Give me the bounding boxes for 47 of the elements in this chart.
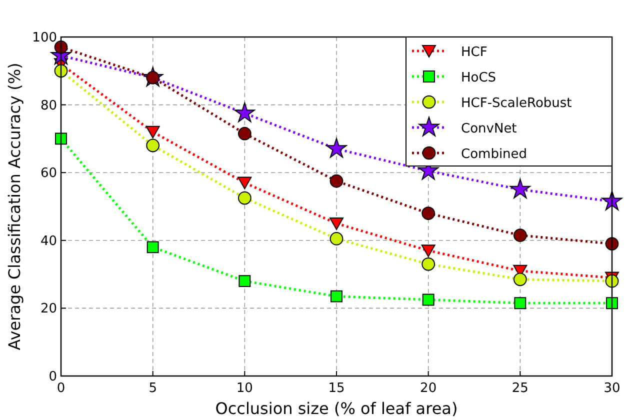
point: [605, 237, 619, 250]
point: [238, 126, 252, 140]
point: [146, 138, 160, 152]
point: [513, 228, 527, 242]
point: [510, 178, 530, 198]
point: [238, 191, 252, 205]
y-axis-title: Average Classification Accuracy (%): [5, 62, 24, 350]
point: [54, 40, 68, 54]
point: [330, 217, 344, 230]
y-tick-label: 20: [40, 302, 57, 317]
y-tick-label: 60: [40, 166, 57, 182]
point: [326, 138, 347, 158]
point: [606, 297, 618, 310]
point: [55, 132, 67, 145]
x-tick-label: 10: [236, 381, 253, 396]
point: [605, 274, 619, 288]
point: [514, 297, 526, 310]
point: [422, 206, 436, 220]
point: [330, 290, 342, 302]
point: [146, 241, 159, 254]
point: [421, 244, 436, 258]
point: [513, 272, 527, 286]
point: [238, 275, 251, 288]
x-tick-label: 30: [604, 381, 620, 396]
legend-label: HCF-ScaleRobust: [461, 96, 572, 111]
point: [54, 64, 68, 78]
point: [422, 257, 436, 271]
y-tick-label: 0: [48, 370, 57, 384]
legend-label: ConvNet: [461, 122, 517, 136]
point: [330, 232, 344, 246]
y-tick-label: 40: [40, 234, 57, 249]
y-tick-label: 80: [40, 98, 57, 114]
point: [422, 294, 434, 306]
x-tick-label: 5: [148, 381, 157, 396]
legend-label: HCF: [461, 45, 488, 60]
x-tick-label: 15: [328, 381, 345, 396]
point: [234, 102, 255, 122]
x-axis-title: Occlusion size (% of leaf area): [215, 399, 458, 418]
y-tick-label: 100: [32, 30, 57, 46]
legend-label: Combined: [461, 147, 528, 162]
legend-label: HoCS: [461, 70, 496, 86]
point: [330, 174, 344, 188]
x-tick-label: 25: [512, 381, 528, 396]
point: [146, 126, 160, 138]
point: [238, 176, 252, 190]
point: [602, 190, 622, 210]
x-tick-label: 20: [420, 381, 437, 396]
